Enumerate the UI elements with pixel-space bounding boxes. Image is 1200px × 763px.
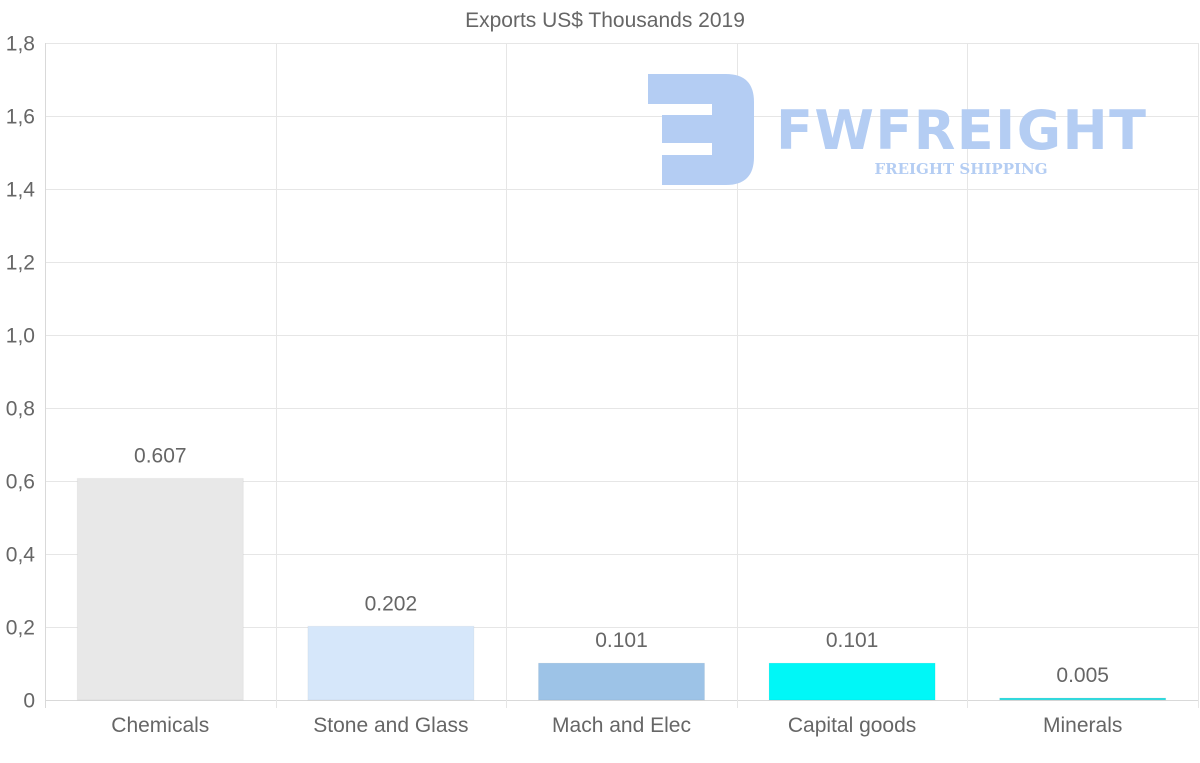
watermark-brand: FWFREIGHT [776,99,1146,162]
bars [76,477,1167,701]
y-tick-label: 0,8 [6,398,35,421]
chart-title: Exports US$ Thousands 2019 [465,9,745,32]
grid-lines [45,43,1199,708]
y-tick-label: 0 [23,690,35,713]
bar-capital-goods[interactable] [768,662,936,701]
y-tick-label: 1,2 [6,252,35,275]
category-label: Capital goods [788,714,916,737]
y-tick-label: 1,8 [6,33,35,56]
y-tick-label: 1,0 [6,325,35,348]
y-tick-label: 0,4 [6,544,36,567]
watermark-tagline: FREIGHT SHIPPING [874,160,1047,178]
category-label: Stone and Glass [313,714,468,737]
data-label: 0.607 [134,444,187,467]
y-tick-label: 0,2 [6,617,35,640]
data-label: 0.005 [1056,664,1109,687]
fwfreight-logo-watermark: FWFREIGHT FREIGHT SHIPPING [648,74,1146,185]
category-label: Minerals [1043,714,1122,737]
logo-mark-icon [648,74,754,185]
data-labels: 0.607 0.202 0.101 0.101 0.005 [134,444,1109,687]
y-tick-label: 0,6 [6,471,35,494]
bar-minerals[interactable] [999,697,1167,701]
data-label: 0.101 [826,629,879,652]
bar-stone-and-glass[interactable] [307,625,475,701]
bar-mach-and-elec[interactable] [537,662,706,701]
y-tick-label: 1,6 [6,106,35,129]
x-axis-categories: Chemicals Stone and Glass Mach and Elec Cap… [111,714,1122,737]
data-label: 0.101 [595,629,648,652]
category-label: Chemicals [111,714,209,737]
y-tick-label: 1,4 [6,179,36,202]
data-label: 0.202 [365,592,418,615]
y-axis-ticks: 0 0,2 0,4 0,6 0,8 1,0 1,2 1,4 1,6 1,8 [6,33,36,713]
category-label: Mach and Elec [552,714,691,737]
bar-chemicals[interactable] [76,477,244,701]
